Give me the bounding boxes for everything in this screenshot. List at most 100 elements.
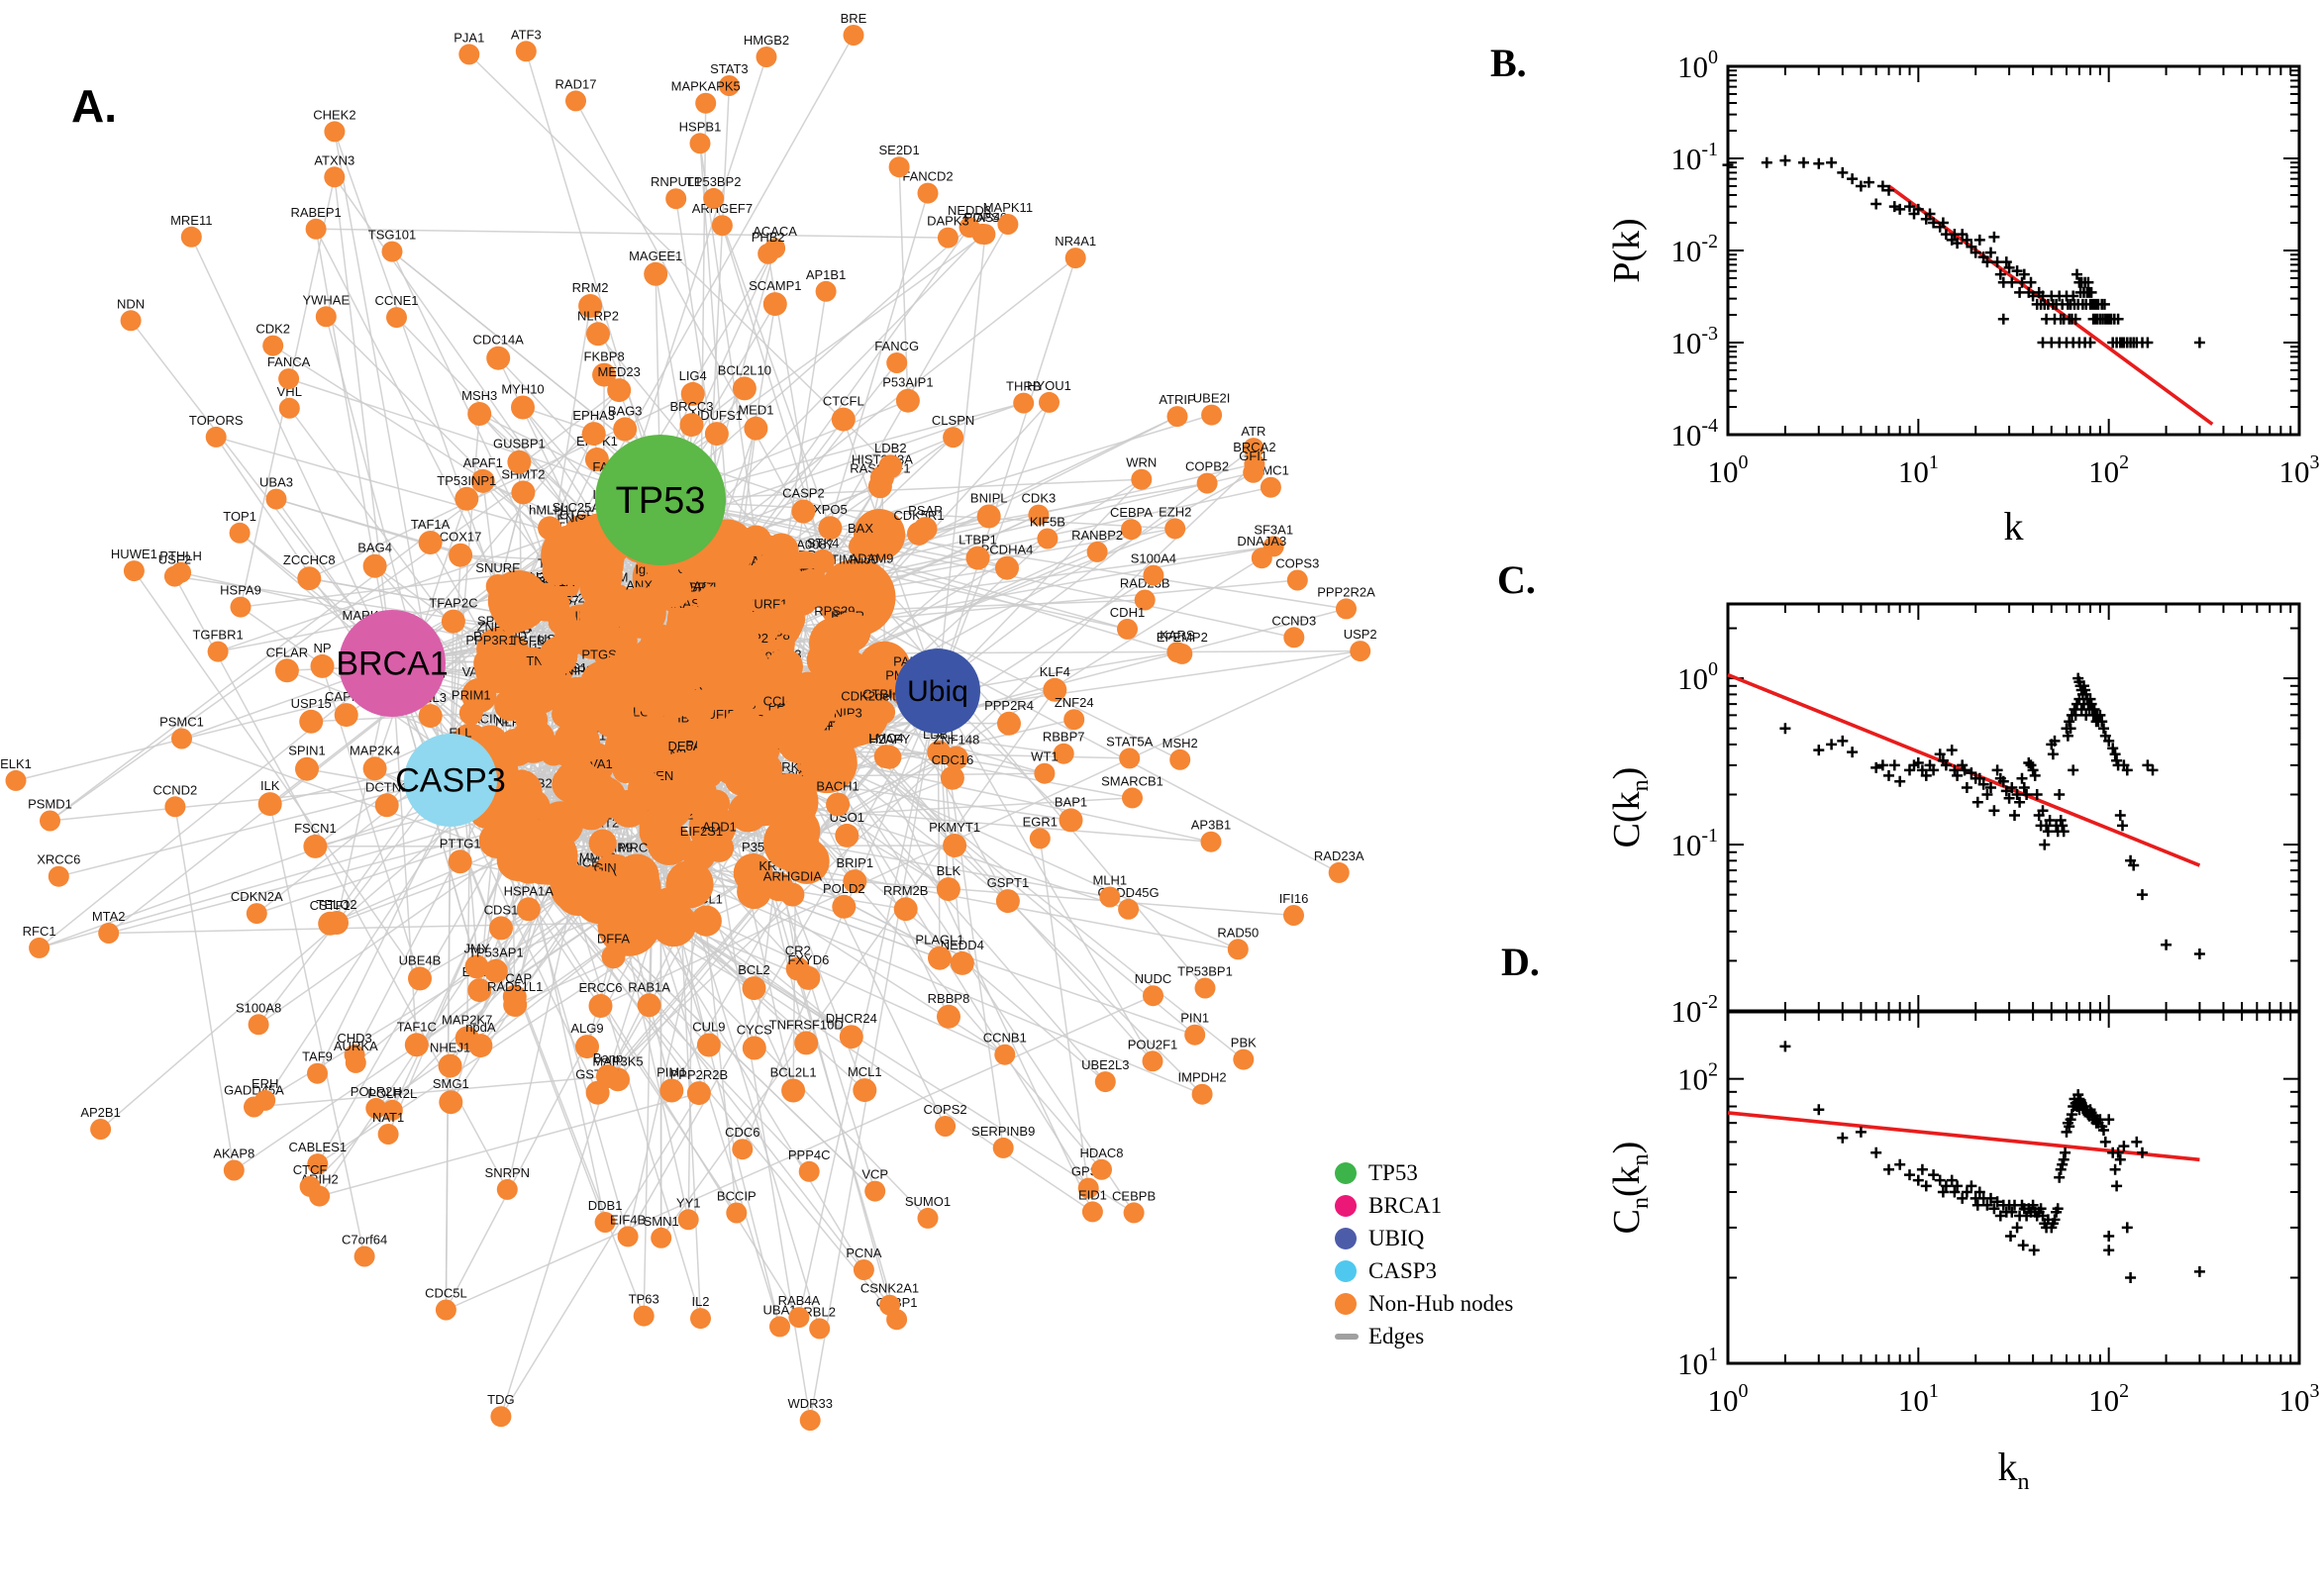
- network-edge: [659, 226, 970, 501]
- network-node: [831, 714, 866, 749]
- panel-label-a: A.: [71, 80, 117, 132]
- network-edge: [809, 690, 939, 1421]
- network-node-label: MAP2K7: [442, 1013, 492, 1028]
- network-node: [1099, 886, 1121, 908]
- network-node: [714, 576, 749, 610]
- network-node: [315, 306, 337, 328]
- network-edge: [173, 575, 508, 1190]
- network-edge: [798, 690, 939, 1318]
- network-node-label: PDE5A: [659, 739, 702, 753]
- network-node-label: ELK1: [0, 756, 32, 771]
- network-node-label: BAP1: [1055, 794, 1087, 809]
- network-node: [1081, 1201, 1103, 1223]
- network-node-label: VHL: [277, 384, 302, 399]
- network-node-label: ADD1: [702, 820, 737, 835]
- network-node-label: UBE4B: [399, 952, 442, 967]
- network-node-label: PTTG1: [440, 836, 481, 850]
- network-node: [1196, 472, 1218, 494]
- network-node: [381, 1099, 403, 1121]
- network-node: [278, 368, 300, 390]
- network-node: [878, 454, 903, 479]
- network-edge: [325, 316, 452, 781]
- network-node-label: PLAGL1: [915, 933, 963, 948]
- network-node-label: CEBPB: [1112, 1188, 1156, 1203]
- network-node: [295, 756, 319, 781]
- network-node: [965, 546, 990, 570]
- network-node-label: LMO4: [868, 731, 903, 746]
- network-node: [503, 993, 528, 1017]
- network-node-label: RNPUL1: [651, 174, 701, 189]
- network-node: [123, 560, 145, 582]
- network-node: [408, 966, 432, 991]
- network-node: [618, 859, 653, 894]
- network-node-label: RAB1A: [628, 979, 670, 994]
- edge-swatch: [1335, 1333, 1359, 1340]
- network-node: [1328, 861, 1350, 883]
- network-node-label: CASP2: [782, 486, 825, 501]
- network-node: [229, 522, 251, 544]
- network-node-label: BAX: [848, 521, 873, 536]
- network-node: [310, 653, 335, 678]
- network-node: [511, 395, 535, 420]
- network-node-label: BCL2: [738, 962, 770, 977]
- network-node: [1251, 548, 1272, 569]
- network-node-label: FANCA: [267, 354, 311, 369]
- network-node-label: PJA1: [454, 30, 484, 45]
- network-node-label: TFAP2C: [429, 596, 477, 611]
- network-node-label: MAP2K4: [350, 743, 400, 757]
- network-node: [1034, 762, 1056, 784]
- network-node-label: RFC1: [23, 924, 56, 939]
- network-node: [307, 1062, 328, 1084]
- network-node: [853, 1078, 877, 1103]
- network-node-label: CLSPN: [932, 413, 974, 428]
- network-node: [458, 44, 480, 65]
- network-node: [718, 75, 740, 96]
- network-node: [679, 413, 704, 438]
- network-node: [262, 335, 284, 356]
- tick-label: 102: [2088, 1380, 2129, 1418]
- network-edge: [268, 803, 365, 1257]
- network-node: [538, 516, 562, 541]
- network-node: [1233, 1048, 1255, 1070]
- network-node: [464, 954, 489, 979]
- network-node: [48, 865, 69, 887]
- hub-label: TP53: [616, 480, 706, 522]
- network-node-label: PHB2: [752, 230, 785, 245]
- network-node: [744, 416, 768, 441]
- network-node: [438, 1053, 462, 1078]
- network-node-label: NDUFS1: [691, 408, 743, 423]
- network-node-label: PSAP: [908, 503, 943, 518]
- network-node: [783, 838, 830, 884]
- network-node-label: PRIM1: [452, 687, 491, 702]
- network-node: [578, 594, 622, 638]
- legend: TP53 BRCA1 UBIQ CASP3 Non-Hub nodes Edges: [1335, 1156, 1513, 1352]
- network-edge: [445, 779, 452, 1311]
- network-node-label: NUDC: [1135, 971, 1172, 986]
- network-node: [769, 1316, 790, 1338]
- network-node-label: ATF3: [511, 27, 542, 42]
- legend-label: BRCA1: [1368, 1192, 1443, 1218]
- y-axis-label: P(k): [1606, 218, 1648, 282]
- network-node-label: HSPA9: [220, 583, 261, 598]
- network-node: [305, 218, 327, 240]
- network-node-label: CCNE1: [374, 293, 418, 308]
- network-node: [1059, 808, 1083, 833]
- network-node-label: CR2: [785, 944, 811, 958]
- scatter-points: [1779, 672, 2205, 959]
- legend-label: TP53: [1368, 1159, 1418, 1185]
- network-node: [5, 769, 27, 791]
- tick-label: 101: [1898, 451, 1939, 489]
- network-node-label: UBA1: [763, 1302, 797, 1317]
- network-node: [742, 1036, 766, 1060]
- network-edge: [525, 50, 661, 501]
- network-node: [1037, 528, 1059, 549]
- hub-brca1: [339, 610, 446, 717]
- network-node: [254, 1089, 276, 1111]
- network-node: [732, 376, 757, 401]
- network-edge: [446, 995, 1154, 1311]
- network-node: [853, 1259, 874, 1280]
- legend-label: CASP3: [1368, 1257, 1438, 1283]
- network-node-label: UBA3: [259, 475, 293, 490]
- network-node-label: FKBP8: [584, 349, 625, 364]
- hub-label: CASP3: [395, 762, 506, 800]
